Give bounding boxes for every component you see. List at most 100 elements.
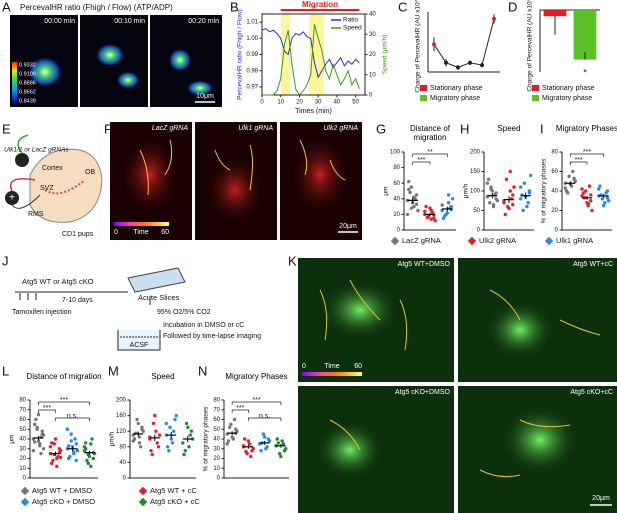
y-axis-label: PercevalHR ratio (Fhigh / Flow) — [237, 9, 244, 100]
point — [155, 441, 159, 445]
time-stamp: 00:10 min — [114, 18, 145, 25]
y-axis-label: % of migratory phases — [203, 406, 210, 471]
scale-bar-label: 20μm — [592, 495, 610, 502]
point — [227, 425, 232, 429]
point — [169, 437, 173, 441]
point — [65, 427, 70, 431]
chart-title: Migratory Phases — [555, 124, 617, 133]
point — [445, 211, 450, 215]
point — [280, 439, 284, 443]
point — [32, 422, 37, 427]
y-axis-label: μm — [383, 186, 390, 195]
tick-label: 20 — [551, 208, 558, 214]
significance-bracket — [55, 417, 90, 421]
legend-swatch — [544, 236, 554, 246]
point — [187, 445, 191, 449]
tick-label: 30 — [213, 446, 220, 452]
grna-label: Ulk1/2 or LacZ gRNAs — [4, 147, 69, 154]
point — [507, 206, 511, 211]
significance-label: n.s. — [259, 413, 270, 420]
imaging-label: Followed by time-lapse imaging — [163, 333, 261, 340]
point — [491, 202, 496, 207]
point — [86, 461, 90, 466]
significance-bracket — [231, 409, 249, 413]
y-axis-label: μm/h — [463, 183, 470, 198]
point — [36, 412, 41, 417]
point — [140, 427, 144, 431]
point — [164, 421, 168, 426]
point — [508, 169, 512, 174]
tick-label: 40 — [213, 437, 220, 443]
point — [31, 449, 36, 453]
point — [511, 202, 515, 207]
point — [156, 445, 161, 449]
chart-title: Distance of migration — [26, 372, 102, 381]
point — [584, 189, 588, 193]
point — [518, 185, 523, 189]
significance-bracket — [412, 161, 431, 165]
point — [563, 186, 568, 190]
tick-label: 1.00 — [246, 36, 258, 42]
point — [488, 201, 492, 205]
point — [468, 60, 472, 65]
significance-label: n.s. — [67, 413, 78, 420]
point — [139, 445, 143, 449]
legend-swatch — [420, 85, 427, 91]
point — [527, 191, 532, 195]
tick-label: 40 — [551, 189, 558, 195]
tick-label: 60 — [393, 181, 400, 187]
point — [416, 208, 420, 213]
point — [433, 218, 437, 223]
point — [69, 439, 73, 443]
point — [480, 63, 484, 68]
point — [409, 185, 414, 189]
time-label: Time — [324, 363, 339, 370]
tick-label: 60 — [19, 417, 26, 423]
tick-label: 50 — [19, 427, 26, 433]
point — [428, 206, 432, 210]
significance-label: *** — [583, 149, 591, 156]
significance-bracket — [569, 153, 605, 157]
acsf-label: ACSF — [130, 342, 149, 349]
tick-label: 10 — [213, 466, 220, 472]
point — [580, 194, 584, 198]
point — [261, 432, 266, 436]
point — [74, 442, 79, 446]
point — [603, 201, 607, 205]
point — [40, 429, 45, 433]
point — [528, 173, 533, 178]
tick-label: 10 — [19, 466, 26, 472]
tick-label: 10 — [277, 100, 284, 106]
tick-label: 0 — [217, 476, 221, 482]
tick-label: 40 — [119, 460, 126, 466]
panel-label: M — [108, 363, 119, 378]
point — [284, 447, 288, 451]
incubation-label: Incubation in DMSO or cC — [163, 322, 244, 329]
image-label: Atg5 WT+cC — [573, 261, 613, 268]
point — [186, 425, 190, 429]
point — [53, 437, 58, 441]
point — [56, 454, 60, 459]
tick-label: 30 — [19, 446, 26, 452]
significance-bracket — [569, 161, 588, 165]
point — [165, 445, 170, 449]
legend-label: Atg5 WT + DMSO — [32, 486, 92, 495]
panel-label: E — [2, 121, 11, 136]
point — [48, 445, 53, 449]
point — [279, 454, 283, 459]
point — [173, 417, 177, 422]
point — [446, 193, 451, 197]
panel-a-title: PercevalHR ratio (Fhigh / Flow) (ATP/ADP… — [20, 3, 173, 12]
point — [136, 421, 140, 426]
tick-label: 100 — [390, 150, 401, 156]
point — [58, 455, 63, 460]
chart-title: Migratory Phases — [225, 372, 288, 381]
days-label: 7-10 days — [62, 297, 93, 304]
point — [73, 437, 77, 441]
point — [606, 199, 611, 203]
panel-label: B — [230, 0, 239, 14]
y-axis-label: Charge of PercevalHR (AU x10^-2) — [527, 0, 534, 92]
point — [225, 442, 229, 446]
point — [446, 201, 451, 205]
point — [424, 204, 428, 209]
